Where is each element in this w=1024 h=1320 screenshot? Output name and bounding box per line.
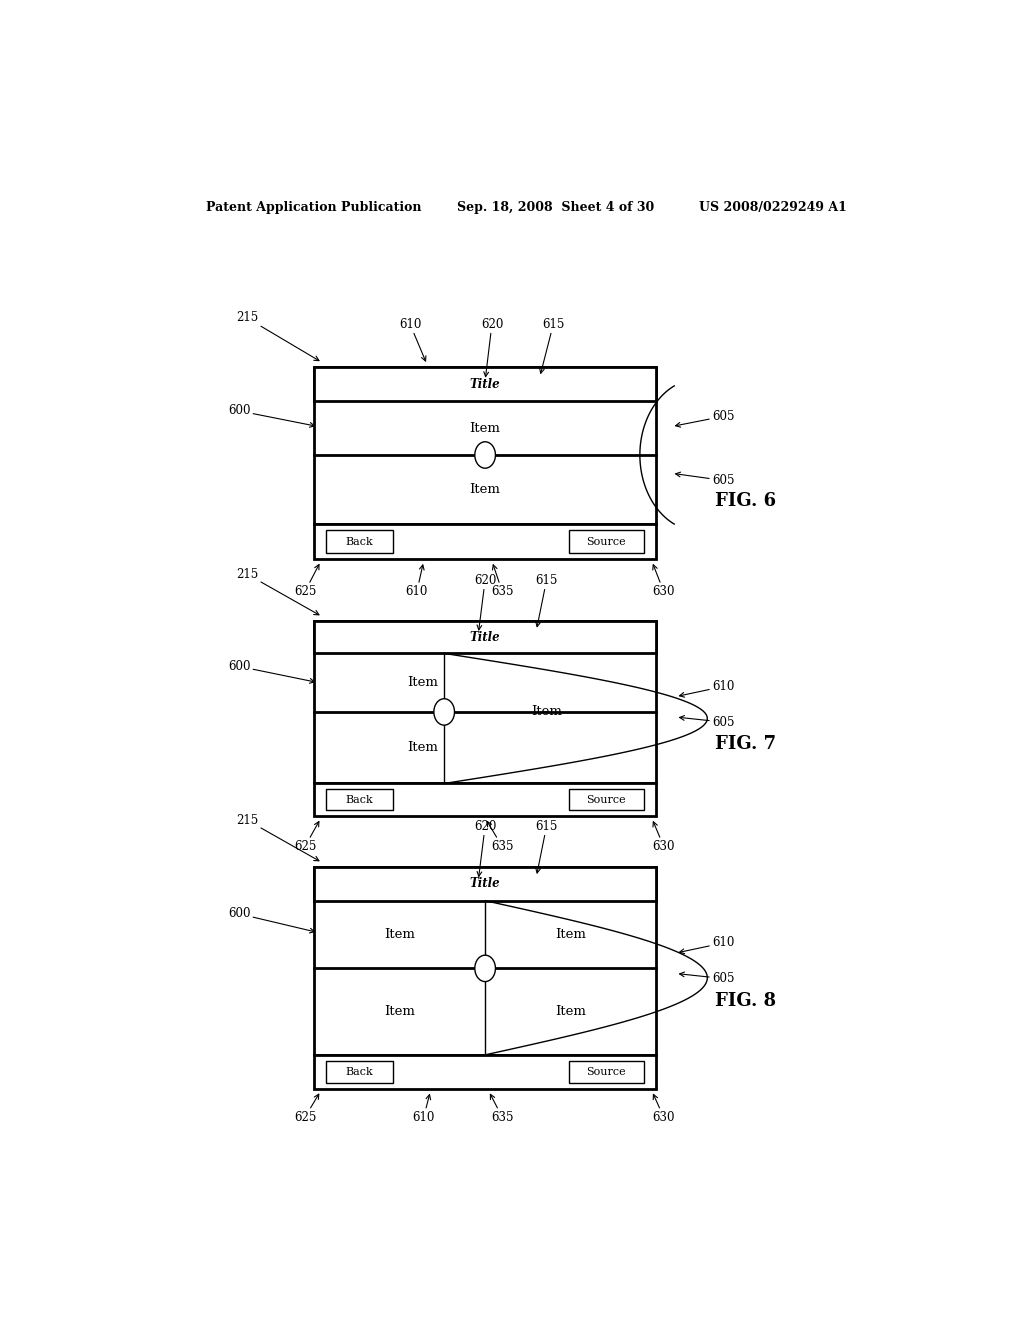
Text: FIG. 7: FIG. 7 [715,735,776,754]
Text: 605: 605 [676,473,734,487]
Text: 625: 625 [294,1094,318,1123]
Bar [314,867,655,1055]
Text: 620: 620 [474,574,497,630]
Text: Title: Title [470,378,501,391]
Text: Source: Source [587,537,626,546]
Bar [568,789,644,810]
Text: US 2008/0229249 A1: US 2008/0229249 A1 [699,201,847,214]
Bar [314,367,655,401]
Text: Source: Source [587,795,626,805]
Text: 630: 630 [652,822,675,853]
Text: 625: 625 [294,821,318,853]
Text: 605: 605 [680,972,734,985]
Text: 625: 625 [294,565,319,598]
Text: Item: Item [531,705,562,718]
Bar [568,531,644,553]
Text: 630: 630 [652,1094,675,1123]
Bar [314,524,655,558]
Text: 610: 610 [406,565,428,598]
Text: Back: Back [346,537,374,546]
Text: 600: 600 [228,660,314,684]
Circle shape [434,698,455,725]
Text: 635: 635 [490,1094,513,1123]
Text: Title: Title [470,878,501,890]
Bar [314,867,655,900]
Text: 610: 610 [413,1094,435,1123]
Text: 605: 605 [676,411,734,428]
Bar [314,620,655,784]
Text: Back: Back [346,795,374,805]
Bar [314,367,655,524]
Text: 635: 635 [487,821,513,853]
Text: 615: 615 [536,574,558,627]
Text: 215: 215 [236,568,318,615]
Text: 600: 600 [228,907,314,933]
Text: Back: Back [346,1067,374,1077]
Text: 600: 600 [228,404,314,428]
Text: 215: 215 [236,813,318,861]
Text: Item: Item [384,1005,416,1018]
Text: Item: Item [470,421,501,434]
Bar [314,620,655,653]
Bar [568,1061,644,1082]
Text: 215: 215 [236,312,318,360]
Text: 620: 620 [480,318,503,376]
Text: 630: 630 [652,565,675,598]
Text: 605: 605 [680,715,734,729]
Bar [314,1055,655,1089]
Text: Title: Title [470,631,501,644]
Text: Item: Item [408,676,438,689]
Text: Item: Item [470,483,501,496]
Text: 635: 635 [490,565,513,598]
Text: 610: 610 [680,680,734,697]
Text: FIG. 8: FIG. 8 [715,991,776,1010]
Text: Source: Source [587,1067,626,1077]
Text: Item: Item [555,1005,586,1018]
Text: 620: 620 [474,820,497,876]
Circle shape [475,442,496,469]
Text: Patent Application Publication: Patent Application Publication [206,201,421,214]
Text: Sep. 18, 2008  Sheet 4 of 30: Sep. 18, 2008 Sheet 4 of 30 [458,201,654,214]
Text: 610: 610 [399,318,426,362]
Text: 610: 610 [680,936,734,953]
Bar [327,1061,393,1082]
Text: 615: 615 [540,318,564,374]
Text: Item: Item [408,742,438,754]
Text: Item: Item [555,928,586,941]
Bar [327,531,393,553]
Text: Item: Item [384,928,416,941]
Bar [327,789,393,810]
Bar [314,784,655,816]
Circle shape [475,956,496,982]
Text: 615: 615 [536,820,558,873]
Text: FIG. 6: FIG. 6 [715,492,776,510]
